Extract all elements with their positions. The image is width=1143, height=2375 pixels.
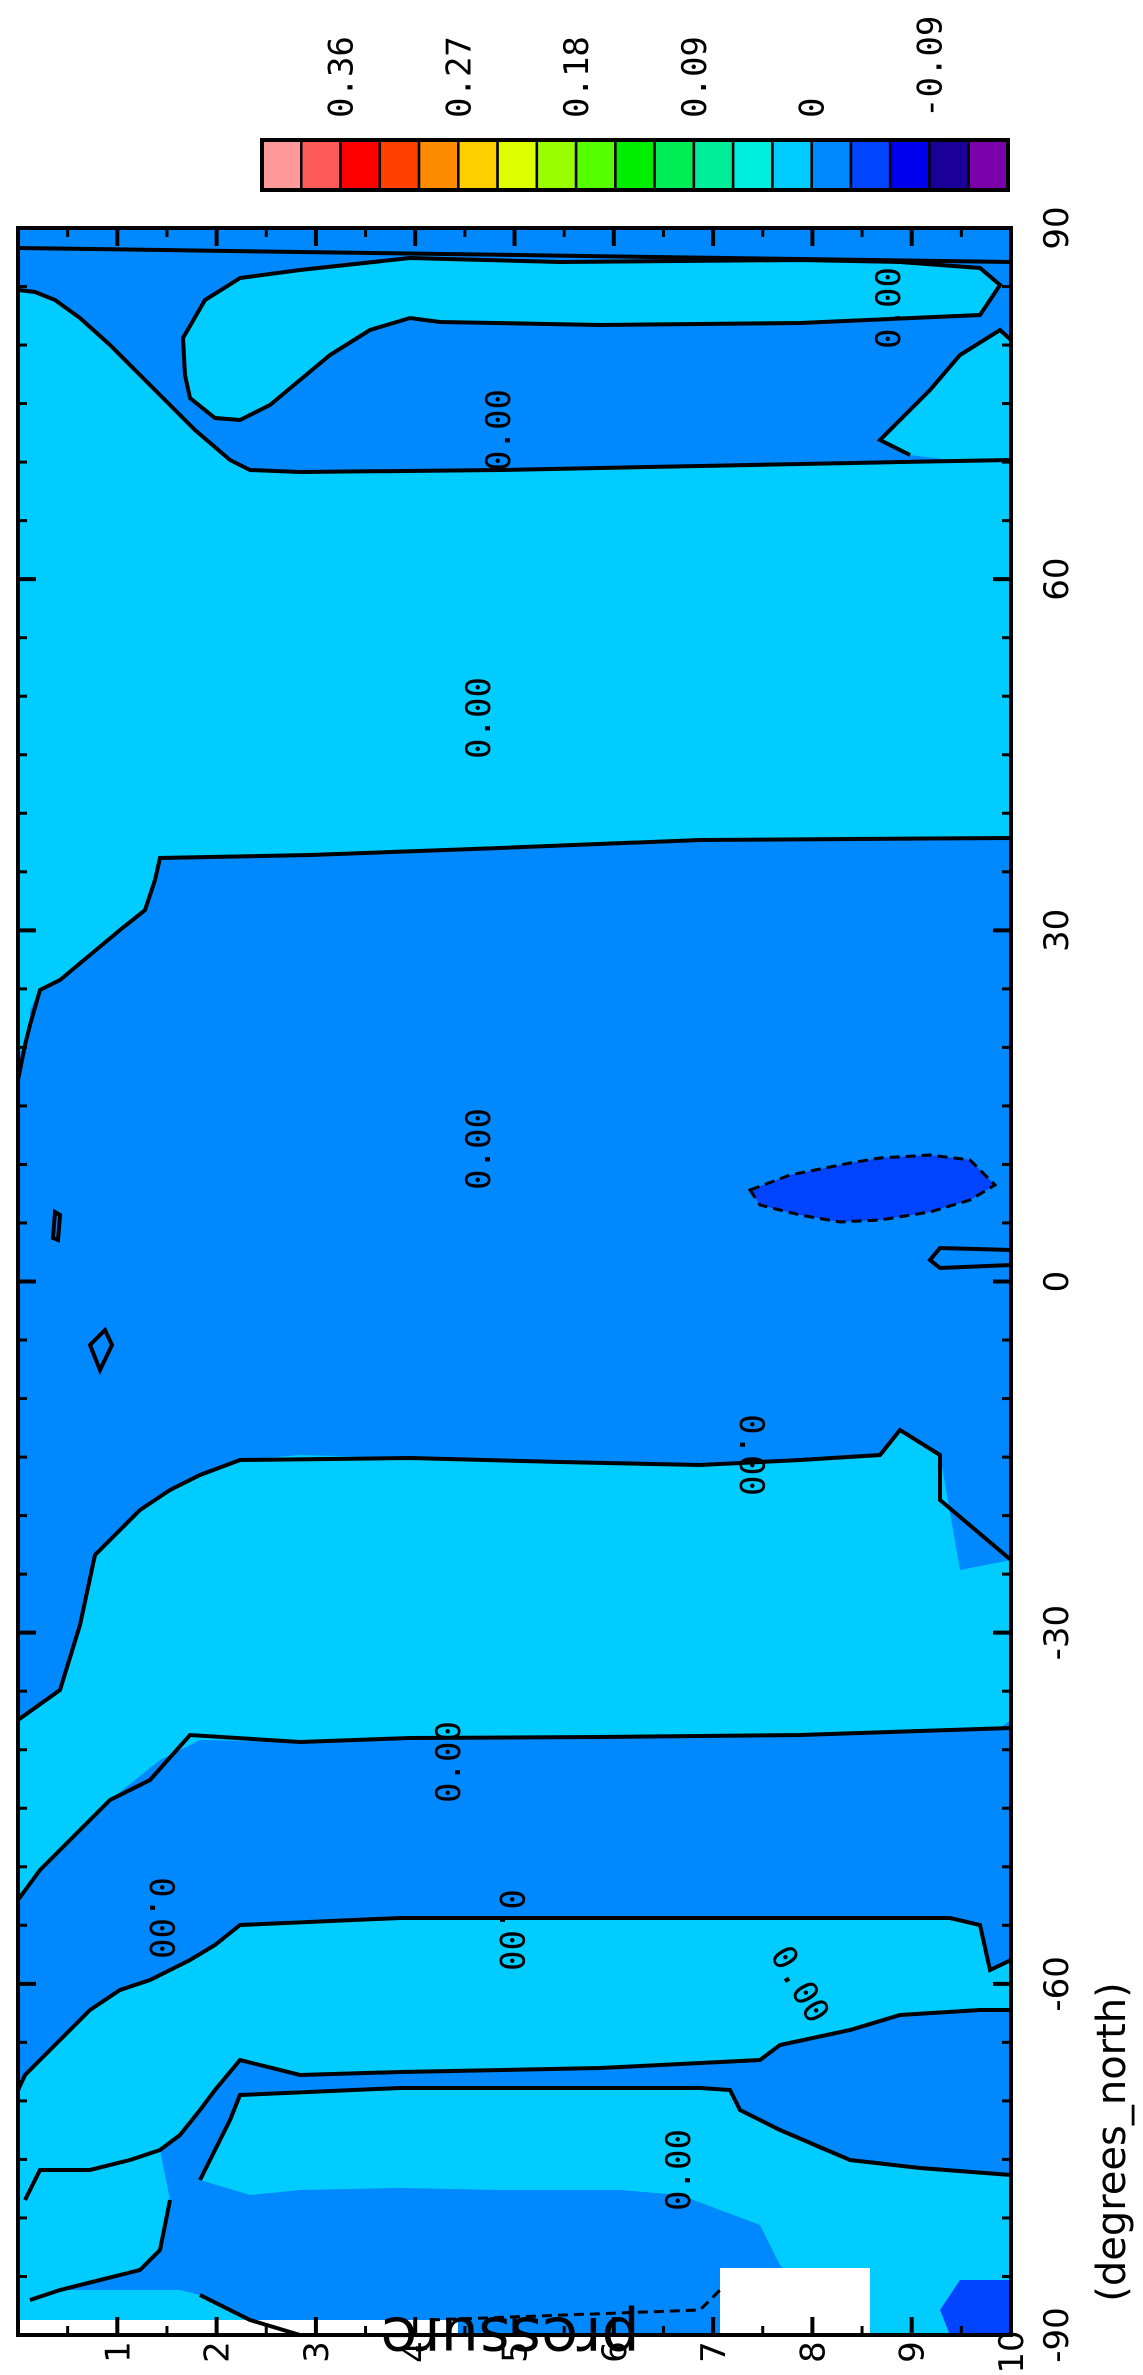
colorbar-swatch [615,140,654,190]
colorbar-swatch [458,140,497,190]
colorbar-swatch [772,140,811,190]
x-tick-label: 60 [1037,558,1077,601]
colorbar-swatch [341,140,380,190]
y-tick-label: 1 [98,2341,138,2363]
x-tick-label: 30 [1037,909,1077,952]
colorbar-swatch [301,140,340,190]
contour-label: 0.00 [141,1877,181,1959]
colorbar-swatch [262,140,301,190]
y-axis-title: pressure [380,2303,639,2373]
contour-label: 0.00 [491,1889,531,1971]
x-tick-label: -30 [1037,1605,1077,1661]
colorbar: 0.36 0.27 0.18 0.09 0 -0.09 [262,16,1008,190]
contour-label: 0.00 [869,267,909,349]
y-tick-label: 8 [793,2341,833,2363]
x-tick-label: 0 [1037,1271,1077,1293]
colorbar-tick-label: 0.36 [322,36,362,118]
missing-data-south-block [720,2268,870,2335]
colorbar-swatch [733,140,772,190]
contour-label: 0.00 [459,1108,499,1190]
y-tick-label: 9 [893,2341,933,2363]
y-tick-label: 3 [297,2341,337,2363]
colorbar-swatch [576,140,615,190]
colorbar-tick-label: -0.09 [910,16,950,118]
y-tick-label: 10 [992,2330,1032,2373]
contour-label: 0.00 [659,2129,699,2211]
contour-label: 0.00 [731,1414,771,1496]
colorbar-swatch [812,140,851,190]
y-tick-label: 7 [694,2341,734,2363]
x-tick-label: -60 [1037,1956,1077,2012]
colorbar-swatch [537,140,576,190]
colorbar-tick-label: 0 [793,98,833,118]
contour-label: 0.00 [459,677,499,759]
y-tick-label: 2 [198,2341,238,2363]
colorbar-swatch [419,140,458,190]
colorbar-swatch [929,140,968,190]
colorbar-swatch [890,140,929,190]
colorbar-tick-label: 0.09 [675,36,715,118]
contour-label: 0.00 [479,389,519,471]
x-tick-label: 90 [1037,206,1077,249]
colorbar-swatch [380,140,419,190]
contour-label: 0.00 [429,1721,469,1803]
colorbar-tick-label: 0.18 [557,36,597,118]
colorbar-swatch [969,140,1008,190]
colorbar-swatch [694,140,733,190]
colorbar-swatch [851,140,890,190]
colorbar-tick-label: 0.27 [439,36,479,118]
colorbar-swatch [498,140,537,190]
x-axis-title: (degrees_north) [1089,1982,1135,2302]
plot-area [18,176,1011,2340]
colorbar-swatch [655,140,694,190]
x-tick-label: -90 [1037,2307,1077,2363]
